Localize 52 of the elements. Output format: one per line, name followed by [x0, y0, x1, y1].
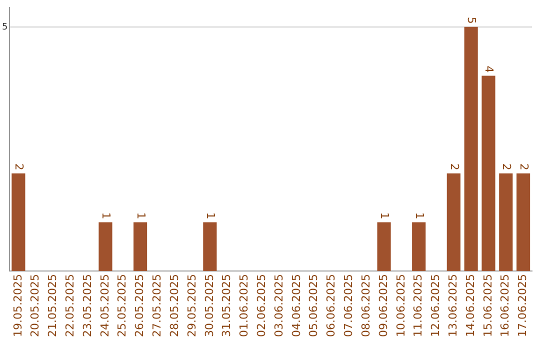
x-tick-label: 09.06.2025: [376, 274, 390, 338]
bar: [464, 26, 478, 272]
x-tick-label: 13.06.2025: [446, 274, 460, 338]
data-label: 1: [204, 212, 218, 220]
data-label: 2: [500, 163, 514, 170]
x-tick-label: 28.05.2025: [168, 274, 181, 338]
x-tick-label: 04.06.2025: [290, 274, 303, 338]
x-tick-label: 02.06.2025: [255, 274, 268, 338]
x-tick-label: 06.06.2025: [324, 274, 338, 338]
x-tick-label: 25.05.2025: [116, 274, 129, 338]
data-label: 1: [100, 212, 113, 220]
bar: [446, 173, 460, 272]
x-tick-label: 20.05.2025: [28, 274, 42, 338]
data-label: 1: [412, 212, 426, 220]
x-tick-label: 14.06.2025: [464, 274, 477, 338]
x-tick-label: 03.06.2025: [272, 274, 286, 338]
bar: [377, 222, 391, 272]
x-tick-label: 12.06.2025: [429, 274, 442, 338]
x-tick-label: 23.05.2025: [80, 274, 94, 338]
bar: [412, 222, 426, 272]
x-tick-label: 26.05.2025: [133, 274, 146, 338]
x-tick-label: 07.06.2025: [342, 274, 356, 338]
x-tick-label: 08.06.2025: [359, 274, 372, 338]
bar: [516, 173, 530, 272]
x-tick-label: 21.05.2025: [46, 274, 60, 338]
data-label: 2: [12, 163, 26, 170]
bar: [482, 76, 496, 272]
x-tick-label: 05.06.2025: [307, 274, 320, 338]
x-tick-label: 15.06.2025: [481, 274, 494, 338]
bar: [12, 173, 26, 272]
x-tick-label: 01.06.2025: [238, 274, 251, 338]
x-tick-label: 24.05.2025: [98, 274, 112, 338]
data-label: 4: [482, 66, 496, 73]
x-tick-label: 11.06.2025: [412, 274, 425, 338]
data-label: 1: [378, 212, 392, 220]
x-tick-label: 27.05.2025: [150, 274, 164, 338]
x-tick-label: 17.06.2025: [516, 274, 530, 338]
bar: [499, 173, 513, 272]
x-tick-label: 29.05.2025: [185, 274, 198, 338]
x-tick-label: 30.05.2025: [202, 274, 216, 338]
bar: [98, 222, 112, 272]
x-tick-label: 22.05.2025: [64, 274, 77, 338]
x-tick-label: 19.05.2025: [11, 274, 24, 338]
data-label: 2: [448, 163, 461, 170]
bar: [203, 222, 217, 272]
x-tick-label: 16.06.2025: [498, 274, 512, 338]
data-label: 1: [134, 212, 148, 220]
bar: [134, 222, 148, 272]
data-label: 2: [517, 163, 530, 170]
x-tick-label: 10.06.2025: [394, 274, 408, 338]
x-tick-label: 31.05.2025: [220, 274, 234, 338]
data-label: 5: [465, 16, 478, 24]
